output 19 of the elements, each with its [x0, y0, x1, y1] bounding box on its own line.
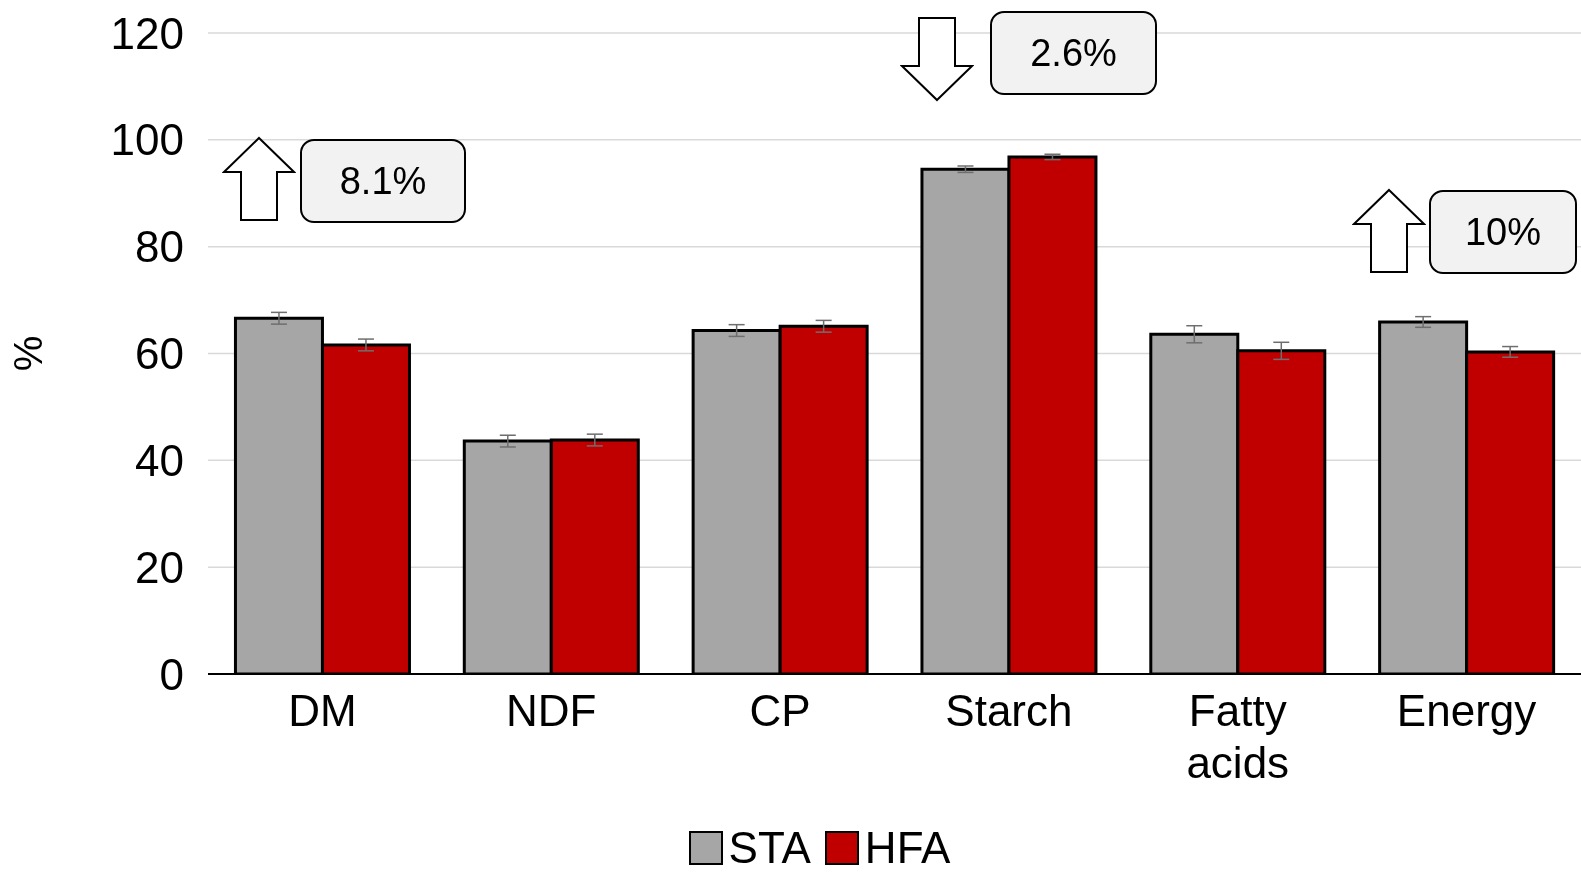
x-tick-label: Fatty acids — [1186, 686, 1290, 787]
legend-label: HFA — [864, 823, 951, 872]
x-tick-label: NDF — [506, 686, 597, 735]
legend-label: STA — [728, 823, 811, 872]
y-tick-label: 120 — [110, 8, 184, 58]
annotation: 2.6% — [990, 11, 1157, 95]
y-tick-label: 80 — [135, 222, 184, 272]
y-tick-label: 0 — [159, 649, 184, 699]
x-tick-label: Starch — [945, 686, 1073, 735]
y-tick-label: 60 — [135, 329, 184, 379]
y-tick-label: 100 — [110, 115, 184, 165]
y-axis-title: % — [6, 335, 51, 372]
annotation: 10% — [1429, 190, 1577, 274]
y-tick-label: 20 — [135, 542, 184, 592]
x-tick-label: CP — [749, 686, 811, 735]
x-tick-label: Energy — [1396, 686, 1537, 735]
y-tick-label: 40 — [135, 435, 184, 485]
annotation: 8.1% — [300, 139, 466, 223]
x-tick-label: DM — [288, 686, 357, 735]
